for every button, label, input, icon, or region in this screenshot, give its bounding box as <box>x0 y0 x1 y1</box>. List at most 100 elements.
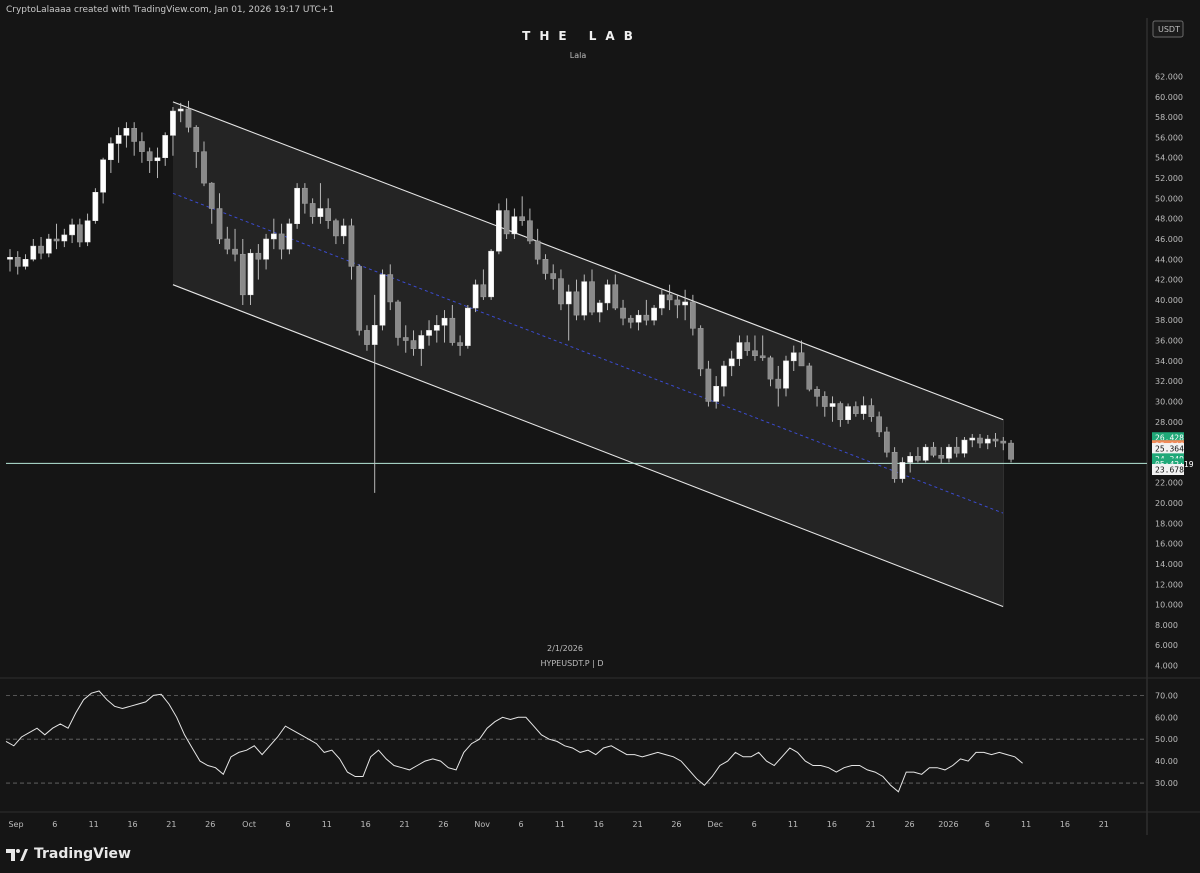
candle <box>759 335 766 361</box>
candle <box>845 403 851 424</box>
candle-body-up <box>371 325 378 345</box>
candle <box>278 223 285 260</box>
candle <box>255 244 262 280</box>
candle <box>224 226 231 255</box>
candle-body-up <box>317 208 324 217</box>
chart-subtitle: Lala <box>570 51 587 60</box>
candle <box>309 198 316 224</box>
attribution-header: CryptoLalaaaa created with TradingView.c… <box>0 0 1200 20</box>
candle-body-up <box>511 216 518 235</box>
candle-body-down <box>759 355 766 359</box>
candle <box>829 396 836 422</box>
candle <box>61 228 68 248</box>
candle <box>643 299 650 326</box>
candle <box>891 447 898 483</box>
candle-body-up <box>496 210 502 252</box>
candle-body-up <box>488 250 494 298</box>
candle-body-down <box>977 437 983 444</box>
candle-body-up <box>433 325 440 331</box>
rsi-tick-label: 50.00 <box>1155 735 1178 744</box>
candle <box>534 228 541 265</box>
candles-group <box>7 100 1014 493</box>
candle-body-up <box>162 135 169 158</box>
candle-body-down <box>309 203 316 217</box>
candle <box>814 386 820 407</box>
date-axis: Sep 6 11 16 21 26 Oct 6 11 16 21 26 Nov 6 11 16 21 26 Dec 6… <box>8 820 1108 829</box>
candle <box>364 325 370 351</box>
candle <box>410 330 417 356</box>
rsi-tick-label: 70.00 <box>1155 691 1178 700</box>
candle-body-down <box>953 446 960 454</box>
candle-body-down <box>798 352 805 367</box>
date-tick-label: 16 <box>361 820 371 829</box>
candle <box>511 208 518 239</box>
candle <box>92 188 99 224</box>
currency-label-box[interactable] <box>1152 20 1184 38</box>
candle <box>418 330 425 366</box>
candle-body-up <box>441 317 448 326</box>
candle <box>302 183 308 214</box>
price-tick-label: 60.000 <box>1155 93 1183 102</box>
candle <box>53 223 60 250</box>
price-axis-group: 62.000 60.000 58.000 56.000 54.000 52.000 50.0… <box>0 18 1200 835</box>
currency-label: USDT <box>1158 25 1180 34</box>
candle-body-down <box>395 301 401 338</box>
candle-body-up <box>472 284 479 309</box>
candle-body-up <box>783 360 789 389</box>
candle <box>232 228 238 262</box>
candle <box>426 320 432 346</box>
price-tick-label: 10.000 <box>1155 601 1183 610</box>
price-tick-label: 46.000 <box>1155 235 1183 244</box>
date-tick-label: Dec <box>708 820 723 829</box>
candle <box>146 147 153 173</box>
candle-body-up <box>946 446 952 459</box>
candle <box>286 218 293 255</box>
candle-body-up <box>170 110 176 136</box>
candle <box>488 249 494 300</box>
price-tick-label: 44.000 <box>1155 255 1183 264</box>
candle-body-up <box>61 234 68 242</box>
candle <box>837 401 844 427</box>
candle <box>573 279 580 321</box>
candle <box>108 137 114 173</box>
candle <box>666 284 673 311</box>
tradingview-logo[interactable]: TradingView <box>6 843 131 865</box>
candle-body-down <box>255 252 262 260</box>
candle <box>581 274 588 321</box>
candle <box>208 182 215 224</box>
date-tick-label: 16 <box>594 820 604 829</box>
candle <box>550 264 557 290</box>
candle <box>123 122 130 148</box>
candle-body-down <box>643 314 650 321</box>
candle <box>806 362 813 392</box>
candle <box>100 157 106 204</box>
candle <box>922 444 929 463</box>
candle <box>674 294 681 319</box>
candle-body-up <box>340 225 347 237</box>
date-tick-label: 16 <box>127 820 137 829</box>
date-tick-label: Sep <box>8 820 23 829</box>
candle <box>744 335 751 356</box>
rsi-tick-label: 30.00 <box>1155 779 1178 788</box>
candle-body-up <box>736 342 743 360</box>
price-tag: 25.364 <box>1152 443 1184 455</box>
candle-body-up <box>721 365 727 387</box>
price-tick-label: 8.000 <box>1155 621 1178 630</box>
candle <box>38 236 44 260</box>
candle <box>721 360 727 397</box>
candle <box>876 411 882 438</box>
candle <box>915 447 921 463</box>
candle <box>496 203 502 255</box>
candle <box>1008 440 1014 463</box>
candle-body-up <box>651 307 657 321</box>
candle <box>589 269 595 316</box>
candle-body-up <box>418 335 425 349</box>
candle-body-down <box>891 451 898 479</box>
candle-body-down <box>146 151 153 162</box>
candle-body-up <box>45 238 52 254</box>
candle <box>449 304 456 346</box>
candle-body-down <box>402 337 409 341</box>
price-tick-label: 20.000 <box>1155 499 1183 508</box>
price-tick-label: 56.000 <box>1155 133 1183 142</box>
